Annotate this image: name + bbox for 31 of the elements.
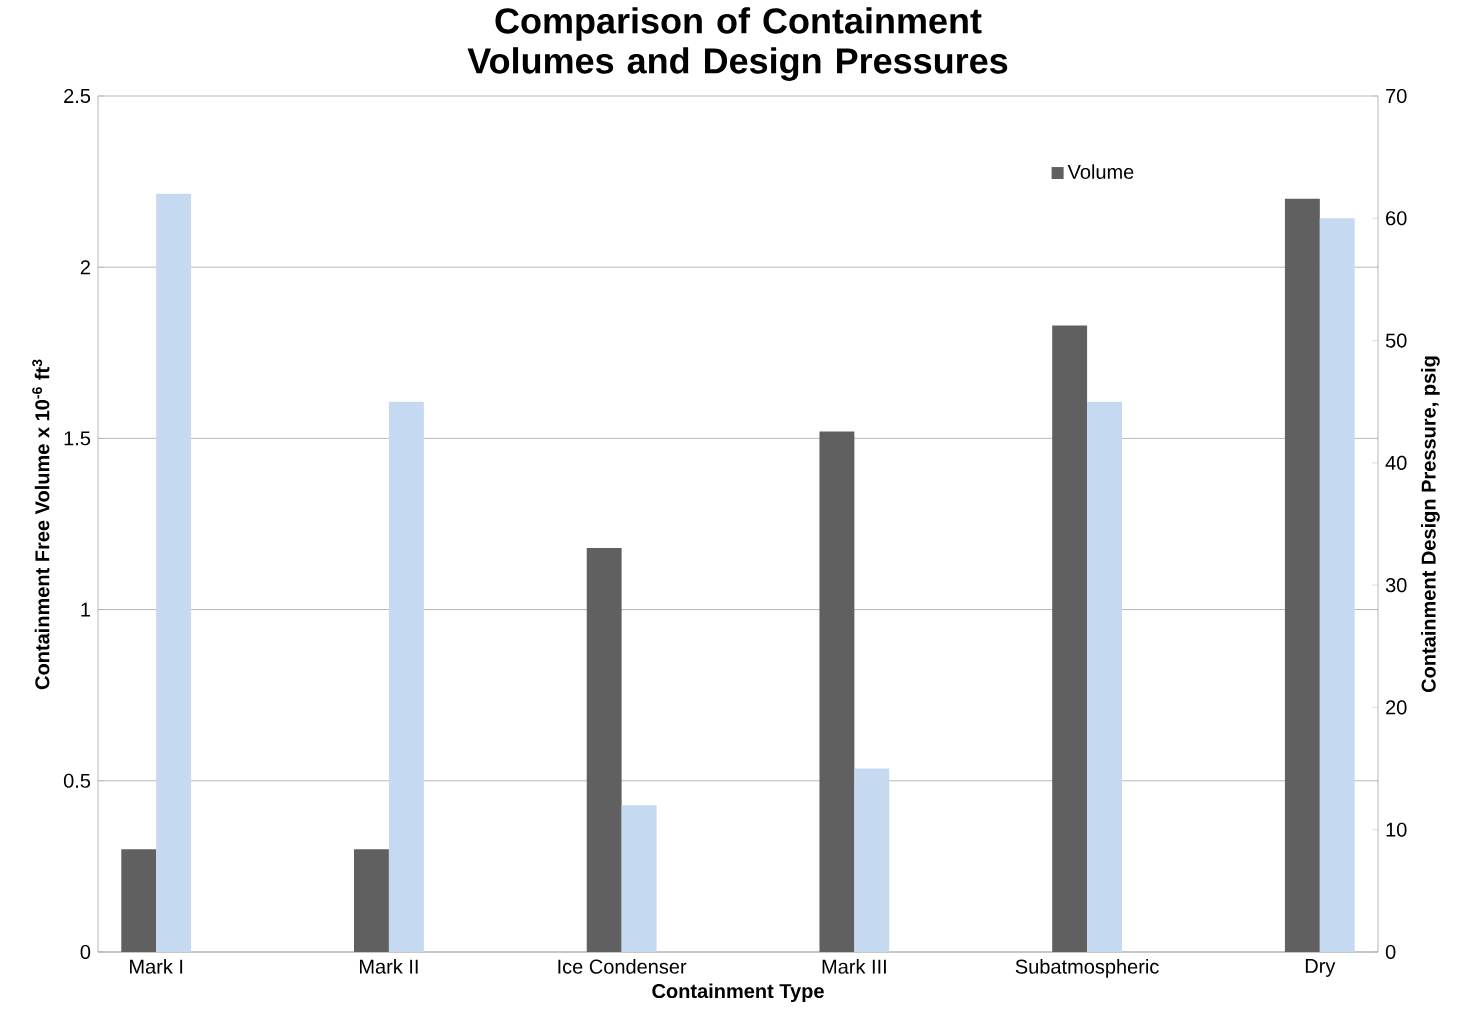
x-tick-label: Mark II (359, 959, 418, 974)
y-tick-label: 1 (81, 602, 90, 617)
bar (819, 431, 855, 952)
y-tick-label: 1.5 (64, 431, 91, 446)
bar (156, 193, 192, 952)
y-tick-label: 0.5 (63, 773, 91, 788)
x-tick-label: Subatmospheric (1015, 959, 1159, 978)
y2-tick-label: 60 (1386, 211, 1407, 226)
bar (121, 849, 157, 952)
y-tick-label: 0 (80, 944, 91, 960)
legend-label: Volume (1067, 164, 1134, 179)
y-tick-label: 2 (80, 260, 90, 275)
y2-axis-title: Containment Design Pressure, psig (1421, 356, 1440, 693)
y2-tick-label: 0 (1385, 944, 1396, 960)
bar (586, 547, 622, 952)
chart-title: Comparison of Containment Volumes and Design Pressures (467, 7, 1008, 81)
y2-tick-label: 30 (1385, 578, 1407, 593)
x-tick-label: Ice Condenser (558, 959, 687, 974)
y2-tick-label: 40 (1385, 455, 1407, 470)
y2-tick-label: 50 (1385, 333, 1407, 348)
x-tick-label: Mark I (130, 959, 183, 974)
y-tick-label: 2.5 (64, 88, 91, 104)
x-tick-label: Dry (1305, 959, 1336, 977)
y2-tick-label: 20 (1386, 700, 1407, 715)
y2-tick-label: 10 (1386, 822, 1407, 837)
bar (354, 849, 389, 952)
x-axis-title: Containment Type (652, 983, 824, 1003)
bar (388, 401, 424, 952)
y-axis-title: Containment Free Volume x 10$^{-6}$ ft$^{3}$ (32, 359, 50, 690)
y2-tick-label: 70 (1386, 88, 1407, 104)
x-tick-label: Mark III (822, 959, 886, 974)
